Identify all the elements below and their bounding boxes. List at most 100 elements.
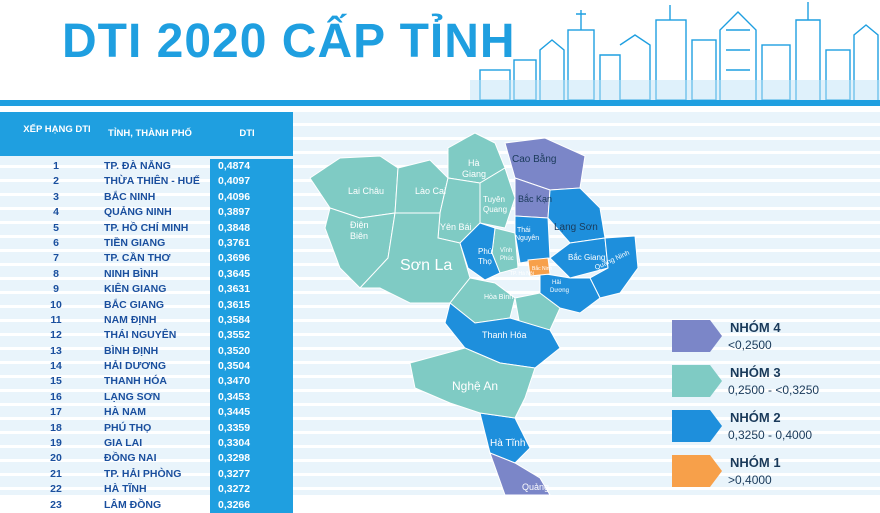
map-label-hai-duong-2: Dương [550, 288, 569, 294]
row-rank: 18 [50, 421, 62, 434]
map-label-yen-bai: Yên Bái [440, 222, 472, 232]
legend-item: NHÓM 2 0,3250 - 0,4000 [672, 408, 880, 448]
map-label-hai-duong-1: Hải [552, 280, 561, 286]
row-rank: 3 [53, 190, 59, 203]
row-rank: 21 [50, 467, 62, 480]
row-dti: 0,3359 [210, 420, 293, 437]
table-header: XẾP HẠNG DTI TỈNH, THÀNH PHỐ DTI [0, 112, 293, 156]
table-row: 3 BẮC NINH 0,4096 [0, 189, 293, 206]
header-rank: XẾP HẠNG DTI [23, 124, 91, 135]
row-dti: 0,3897 [210, 205, 293, 221]
ranking-table: XẾP HẠNG DTI TỈNH, THÀNH PHỐ DTI 1 TP. ĐÀ… [0, 112, 293, 513]
legend-range: 0,2500 - <0,3250 [728, 383, 820, 397]
header: DTI 2020 CẤP TỈNH [0, 0, 880, 106]
map-label-son-la: Sơn La [400, 257, 452, 274]
legend-range: >0,4000 [728, 473, 772, 487]
map-label-bac-giang: Bắc Giang [568, 253, 605, 262]
row-dti: 0,3848 [210, 220, 293, 236]
row-rank: 20 [50, 452, 62, 465]
page-title: DTI 2020 CẤP TỈNH [62, 15, 516, 68]
legend-item: NHÓM 4 <0,2500 [672, 318, 880, 358]
table-row: 9 KIÊN GIANG 0,3631 [0, 282, 293, 298]
city-skyline-illustration [470, 2, 880, 100]
row-province: THANH HÓA [104, 375, 167, 388]
row-province: QUẢNG NINH [104, 206, 172, 219]
map-label-phu-tho-1: Phú [478, 247, 492, 256]
map-label-tuyen-quang-1: Tuyên [483, 195, 505, 204]
legend-name: NHÓM 1 [730, 455, 781, 470]
map-label-ha-tinh: Hà Tĩnh [490, 438, 525, 449]
row-dti: 0,3520 [210, 343, 293, 360]
header-dti: DTI [239, 128, 255, 139]
legend-range: <0,2500 [728, 338, 772, 352]
legend-arrow-icon [672, 455, 722, 487]
row-dti: 0,3304 [210, 436, 293, 452]
row-province: TP. CẦN THƠ [104, 252, 171, 265]
row-rank: 17 [50, 406, 62, 419]
map-label-lao-cai: Lào Cai [415, 186, 446, 196]
row-dti: 0,3631 [210, 282, 293, 298]
table-row: 5 TP. HỒ CHÍ MINH 0,3848 [0, 220, 293, 236]
legend-name: NHÓM 2 [730, 410, 781, 425]
row-province: THỪA THIÊN - HUẾ [104, 175, 200, 188]
row-province: TP. HẢI PHÒNG [104, 467, 182, 480]
row-province: BẮC GIANG [104, 298, 165, 311]
row-dti: 0,4874 [210, 159, 293, 175]
row-rank: 9 [53, 283, 59, 296]
header-province: TỈNH, THÀNH PHỐ [108, 128, 192, 139]
map-region-quang-ninh [589, 235, 639, 299]
map-label-tuyen-quang-2: Quang [483, 205, 507, 214]
legend-name: NHÓM 3 [730, 365, 781, 380]
row-province: HẢI DƯƠNG [104, 360, 167, 373]
row-province: BẮC NINH [104, 190, 156, 203]
map-label-lai-chau: Lai Châu [348, 186, 384, 196]
row-rank: 22 [50, 483, 62, 496]
row-dti: 0,3552 [210, 328, 293, 344]
legend-arrow-icon [672, 410, 722, 442]
map-label-vinh-phuc-1: Vĩnh [500, 248, 512, 254]
row-province: GIA LAI [104, 437, 143, 450]
map-label-cao-bang: Cao Bằng [512, 152, 556, 165]
row-province: HÀ TĨNH [104, 483, 147, 496]
vietnam-map: Cao Bằng Hà Giang Lai Châu Lào Cai Bắc K… [309, 132, 639, 495]
map-region-quang-binh [489, 452, 551, 495]
table-row: 2 THỪA THIÊN - HUẾ 0,4097 [0, 174, 293, 190]
legend-item: NHÓM 1 >0,4000 [672, 453, 880, 493]
map-label-thanh-hoa: Thanh Hóa [482, 330, 527, 340]
map-label-nghe-an: Nghệ An [452, 379, 498, 393]
row-rank: 19 [50, 437, 62, 450]
row-dti: 0,3277 [210, 466, 293, 483]
map-label-dien-bien-2: Biên [350, 231, 368, 241]
row-rank: 12 [50, 329, 62, 342]
map-region-phu-tho [459, 222, 501, 281]
table-row: 14 HẢI DƯƠNG 0,3504 [0, 359, 293, 375]
row-province: TP. HỒ CHÍ MINH [104, 221, 189, 234]
map-label-ha-giang-2: Giang [462, 169, 486, 179]
map-label-bac-kan: Bắc Kạn [518, 194, 552, 204]
map-label-vinh-phuc-2: Phúc [500, 256, 514, 262]
row-dti: 0,3298 [210, 451, 293, 467]
legend-arrow-icon [672, 365, 722, 397]
map-label-dien-bien-1: Điện [350, 220, 369, 230]
row-rank: 1 [53, 160, 59, 172]
map-label-thai-nguyen-2: Nguyên [515, 235, 539, 242]
table-row: 19 GIA LAI 0,3304 [0, 436, 293, 452]
row-dti: 0,3584 [210, 312, 293, 329]
row-province: THÁI NGUYÊN [104, 329, 177, 342]
row-dti: 0,3266 [210, 497, 293, 513]
row-dti: 0,3272 [210, 482, 293, 498]
row-rank: 13 [50, 344, 62, 357]
row-rank: 5 [53, 221, 59, 234]
table-row: 21 TP. HẢI PHÒNG 0,3277 [0, 466, 293, 483]
row-dti: 0,3645 [210, 266, 293, 283]
table-row: 22 HÀ TĨNH 0,3272 [0, 482, 293, 498]
table-row: 16 LẠNG SƠN 0,3453 [0, 389, 293, 406]
table-row: 10 BẮC GIANG 0,3615 [0, 297, 293, 313]
row-province: KIÊN GIANG [104, 283, 167, 296]
table-row: 23 LÂM ĐỒNG 0,3266 [0, 497, 293, 513]
legend-name: NHÓM 4 [730, 320, 781, 335]
row-dti: 0,3696 [210, 251, 293, 267]
row-rank: 23 [50, 498, 62, 511]
row-province: HÀ NAM [104, 406, 146, 419]
legend-range: 0,3250 - 0,4000 [728, 428, 813, 442]
